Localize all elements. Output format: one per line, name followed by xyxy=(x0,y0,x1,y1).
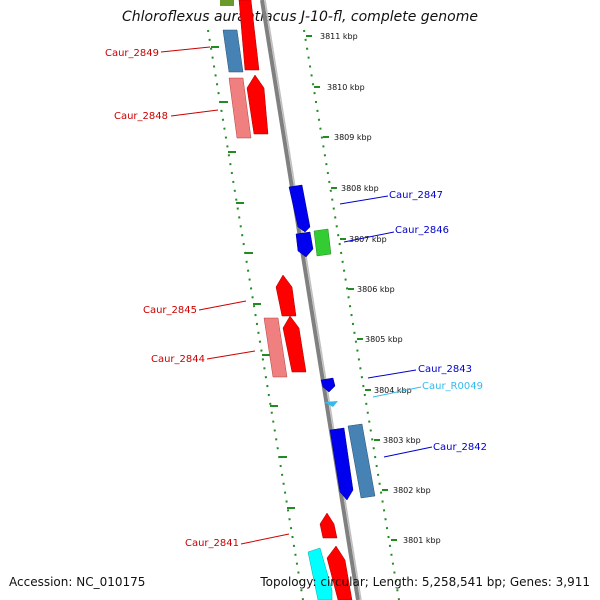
gene-label-caur-r0049: Caur_R0049 xyxy=(422,381,483,392)
tick-label: 3811 kbp xyxy=(320,32,358,41)
right-dotted-ring xyxy=(303,29,400,600)
gene-label-caur-2845: Caur_2845 xyxy=(143,305,197,316)
feature-caur-2848-light xyxy=(228,77,252,139)
feature-caur-2841-red xyxy=(319,512,338,539)
accession-text: Accession: NC_010175 xyxy=(9,575,146,589)
feature-caur-2844-red xyxy=(282,315,307,373)
tick-label: 3807 kbp xyxy=(349,235,387,244)
gene-label-caur-2842: Caur_2842 xyxy=(433,442,487,453)
gene-label-caur-2849: Caur_2849 xyxy=(105,48,159,59)
feature-caur-2842-steel xyxy=(347,423,376,499)
feature-caur-2844-light xyxy=(263,317,288,378)
feature-caur-2845-red xyxy=(275,274,297,317)
leader-caur-2843 xyxy=(367,369,417,379)
feature-caur-2846-blue xyxy=(295,231,314,258)
gene-label-caur-2843: Caur_2843 xyxy=(418,364,472,375)
feature-red-bottom xyxy=(326,545,353,600)
leader-caur-2845 xyxy=(198,300,247,311)
gene-label-caur-2844: Caur_2844 xyxy=(151,354,205,365)
feature-caur-2842-blue xyxy=(329,427,354,501)
genome-summary-text: Topology: circular; Length: 5,258,541 bp… xyxy=(260,575,590,589)
tick-label: 3803 kbp xyxy=(383,436,421,445)
gene-label-caur-2848: Caur_2848 xyxy=(114,111,168,122)
right-ring-ticks xyxy=(306,35,397,541)
map-title: Chloroflexus aurantiacus J-10-fl, comple… xyxy=(122,9,478,25)
left-ring-ticks xyxy=(211,46,295,509)
feature-caur-2848-red xyxy=(246,74,269,135)
leader-caur-2849 xyxy=(160,46,211,53)
leader-caur-2846 xyxy=(343,231,395,243)
left-dotted-ring xyxy=(207,29,304,600)
leader-caur-2842 xyxy=(383,446,433,458)
leader-caur-2844 xyxy=(206,350,256,360)
feature-cyan-bottom xyxy=(307,547,333,600)
leader-caur-2841 xyxy=(240,533,290,545)
feature-caur-2849-red xyxy=(238,0,260,71)
feature-caur-2847-blue xyxy=(288,184,311,233)
tick-label: 3801 kbp xyxy=(403,536,441,545)
feature-caur-2849-steel xyxy=(222,29,244,73)
leader-caur-2847 xyxy=(339,195,389,205)
gene-label-caur-2847: Caur_2847 xyxy=(389,190,443,201)
tick-label: 3802 kbp xyxy=(393,486,431,495)
feature-caur-2843-blue xyxy=(320,377,336,393)
feature-caur-r0049-rna xyxy=(324,401,338,407)
tick-label: 3806 kbp xyxy=(357,285,395,294)
backbone-highlight xyxy=(264,0,362,600)
gene-label-caur-2846: Caur_2846 xyxy=(395,225,449,236)
leader-caur-2848 xyxy=(170,109,219,117)
tick-label: 3809 kbp xyxy=(334,133,372,142)
tick-label: 3805 kbp xyxy=(365,335,403,344)
feature-green-top xyxy=(220,0,234,6)
leader-caur-r0049 xyxy=(372,386,422,398)
gene-label-caur-2841: Caur_2841 xyxy=(185,538,239,549)
tick-label: 3804 kbp xyxy=(374,386,412,395)
feature-caur-2846-green xyxy=(313,228,332,257)
tick-label: 3810 kbp xyxy=(327,83,365,92)
backbone-line xyxy=(260,0,360,600)
tick-label: 3808 kbp xyxy=(341,184,379,193)
